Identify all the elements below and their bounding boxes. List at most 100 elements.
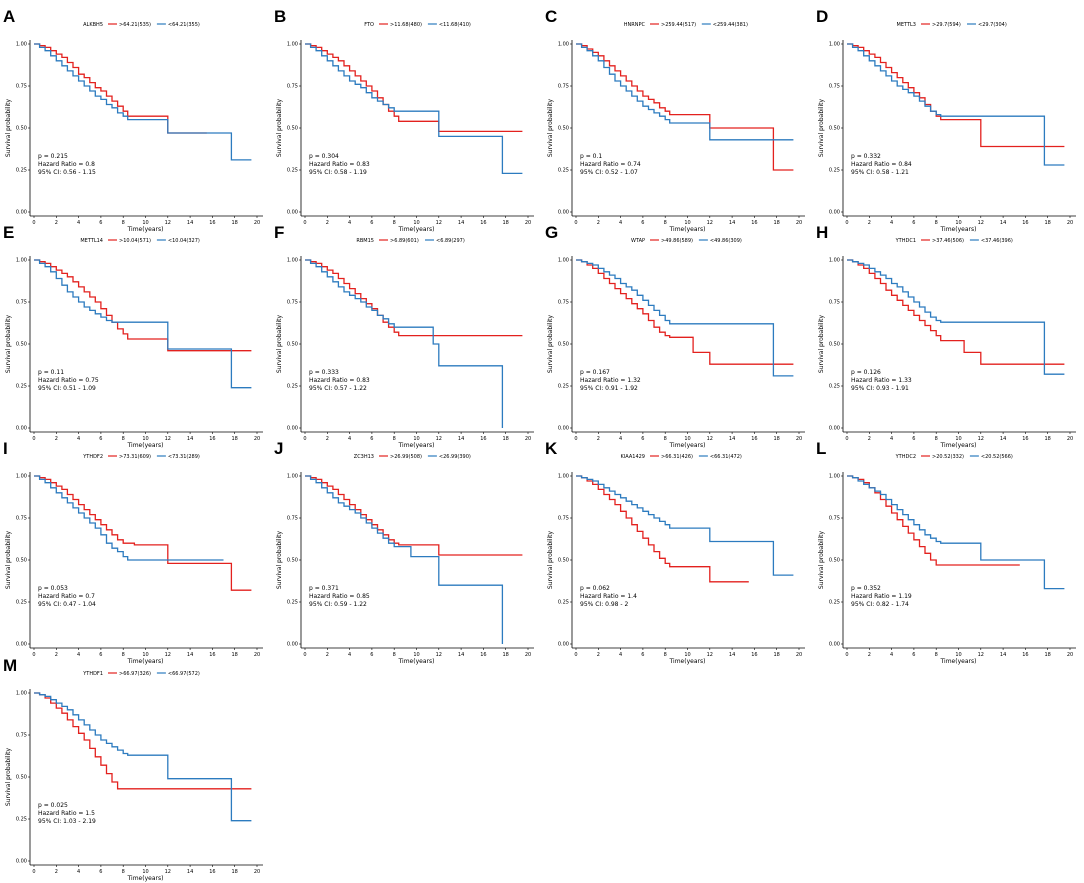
x-tick-label: 0 xyxy=(32,869,35,875)
y-tick-label: 1.00 xyxy=(558,42,569,48)
legend-label: <11.68(410) xyxy=(439,22,471,28)
x-tick-label: 8 xyxy=(664,436,667,442)
x-tick-label: 14 xyxy=(729,436,735,442)
km-panel-alkbh5: A ALKBH5 >64.21(535) <64.21(355) 0.00 0.25 0.5… xyxy=(3,7,263,233)
x-tick-label: 8 xyxy=(935,652,938,658)
x-tick-label: 14 xyxy=(458,220,464,226)
y-tick-label: 0.50 xyxy=(16,558,27,564)
x-tick-label: 6 xyxy=(99,869,102,875)
y-tick-label: 0.00 xyxy=(16,642,27,648)
p-value: p = 0.333 xyxy=(309,369,339,376)
x-tick-label: 20 xyxy=(1067,220,1073,226)
x-tick-label: 18 xyxy=(774,436,780,442)
x-tick-label: 4 xyxy=(348,436,351,442)
legend-title: YTHDC2 xyxy=(895,454,916,460)
survival-curve-low xyxy=(847,259,1065,375)
x-axis-label: Time(years) xyxy=(127,658,164,665)
y-tick-label: 0.50 xyxy=(287,342,298,348)
survival-curve-low xyxy=(34,259,252,389)
y-tick-label: 0.25 xyxy=(16,817,27,823)
y-tick-label: 0.25 xyxy=(287,384,298,390)
p-value: p = 0.304 xyxy=(309,153,339,160)
p-value: p = 0.11 xyxy=(38,369,64,376)
hazard-ratio: Hazard Ratio = 1.19 xyxy=(851,593,912,600)
y-tick-label: 0.50 xyxy=(558,126,569,132)
y-axis-label: Survival probability xyxy=(276,315,283,374)
survival-curve-high xyxy=(305,259,523,337)
y-tick-label: 0.75 xyxy=(16,84,27,90)
x-tick-label: 0 xyxy=(303,436,306,442)
y-tick-label: 1.00 xyxy=(287,42,298,48)
x-tick-label: 4 xyxy=(77,869,80,875)
x-tick-label: 0 xyxy=(845,220,848,226)
hazard-ratio: Hazard Ratio = 0.83 xyxy=(309,377,370,384)
survival-curve-high xyxy=(576,259,794,365)
x-tick-label: 6 xyxy=(99,220,102,226)
x-tick-label: 16 xyxy=(209,220,215,226)
x-tick-label: 0 xyxy=(845,436,848,442)
survival-curve-low xyxy=(847,475,1065,590)
y-tick-label: 0.00 xyxy=(558,642,569,648)
y-tick-label: 1.00 xyxy=(16,42,27,48)
x-tick-label: 4 xyxy=(890,436,893,442)
y-tick-label: 0.75 xyxy=(287,84,298,90)
panel-label: C xyxy=(545,7,557,26)
x-tick-label: 8 xyxy=(122,220,125,226)
x-tick-label: 12 xyxy=(436,652,442,658)
x-tick-label: 14 xyxy=(187,652,193,658)
hazard-ratio: Hazard Ratio = 0.84 xyxy=(851,161,912,168)
panel-label: J xyxy=(274,439,283,458)
legend-label: >11.68(480) xyxy=(390,22,422,28)
x-tick-label: 2 xyxy=(597,652,600,658)
y-axis-label: Survival probability xyxy=(5,99,12,158)
survival-curve-low xyxy=(847,43,1065,166)
y-tick-label: 0.25 xyxy=(829,600,840,606)
x-axis-label: Time(years) xyxy=(940,658,977,665)
x-axis-label: Time(years) xyxy=(127,226,164,233)
p-value: p = 0.332 xyxy=(851,153,881,160)
km-panel-ythdc2: L YTHDC2 >20.52(332) <20.52(566) 0.00 0.25 0.5… xyxy=(816,439,1076,665)
y-tick-label: 0.25 xyxy=(558,600,569,606)
x-tick-label: 18 xyxy=(1045,220,1051,226)
x-tick-label: 4 xyxy=(77,652,80,658)
hazard-ratio: Hazard Ratio = 1.33 xyxy=(851,377,912,384)
y-tick-label: 1.00 xyxy=(829,474,840,480)
x-tick-label: 8 xyxy=(935,220,938,226)
hazard-ratio: Hazard Ratio = 0.83 xyxy=(309,161,370,168)
x-tick-label: 20 xyxy=(254,436,260,442)
y-tick-label: 0.75 xyxy=(829,300,840,306)
x-tick-label: 16 xyxy=(209,869,215,875)
x-tick-label: 12 xyxy=(436,220,442,226)
x-tick-label: 6 xyxy=(912,652,915,658)
x-tick-label: 14 xyxy=(187,436,193,442)
legend-label: <29.7(304) xyxy=(978,22,1007,28)
x-tick-label: 8 xyxy=(664,220,667,226)
y-tick-label: 0.00 xyxy=(287,426,298,432)
y-tick-label: 0.00 xyxy=(287,210,298,216)
y-tick-label: 0.75 xyxy=(16,300,27,306)
confidence-interval: 95% CI: 0.91 - 1.92 xyxy=(580,385,638,392)
y-tick-label: 0.75 xyxy=(287,300,298,306)
x-tick-label: 12 xyxy=(707,652,713,658)
x-tick-label: 10 xyxy=(142,652,148,658)
x-axis-label: Time(years) xyxy=(398,226,435,233)
legend-label: <6.89(297) xyxy=(436,238,465,244)
km-panel-mettl14: E METTL14 >10.04(571) <10.04(327) 0.00 0.25 0.… xyxy=(3,223,263,449)
y-tick-label: 1.00 xyxy=(829,258,840,264)
x-tick-label: 14 xyxy=(458,436,464,442)
y-tick-label: 0.00 xyxy=(558,426,569,432)
survival-curve-low xyxy=(576,475,794,576)
x-axis-label: Time(years) xyxy=(669,442,706,449)
x-tick-label: 10 xyxy=(684,220,690,226)
x-tick-label: 20 xyxy=(525,652,531,658)
x-tick-label: 8 xyxy=(393,652,396,658)
x-tick-label: 12 xyxy=(707,220,713,226)
y-tick-label: 0.00 xyxy=(16,426,27,432)
y-tick-label: 0.75 xyxy=(829,84,840,90)
legend-title: RBM15 xyxy=(356,238,374,244)
x-tick-label: 10 xyxy=(142,869,148,875)
x-tick-label: 8 xyxy=(935,436,938,442)
x-tick-label: 14 xyxy=(1000,220,1006,226)
x-tick-label: 12 xyxy=(707,436,713,442)
y-tick-label: 0.75 xyxy=(829,516,840,522)
